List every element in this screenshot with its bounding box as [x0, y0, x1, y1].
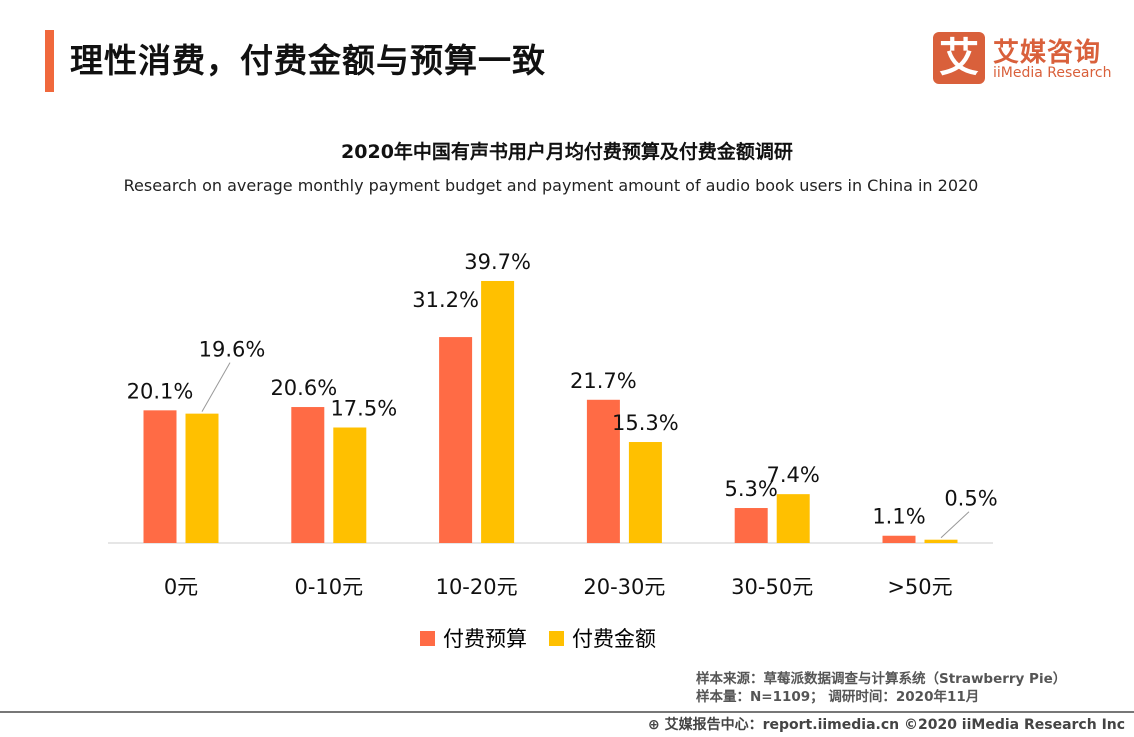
data-label: 5.3%: [725, 477, 778, 501]
data-label: 39.7%: [464, 250, 531, 274]
bar-budget: [143, 410, 177, 543]
logo-name-cn: 艾媒咨询: [993, 38, 1102, 68]
footer-divider: [0, 711, 1134, 713]
x-tick-label: 10-20元: [436, 575, 518, 599]
bar-amount: [924, 539, 958, 543]
legend-item-budget: 付费预算: [420, 623, 527, 653]
source-line-1: 样本来源：草莓派数据调查与计算系统（Strawberry Pie）: [696, 671, 1067, 687]
data-label: 0.5%: [944, 487, 997, 511]
bar-budget: [586, 399, 620, 543]
bar-amount: [333, 427, 367, 543]
data-label: 1.1%: [872, 505, 925, 529]
data-label: 7.4%: [767, 463, 820, 487]
x-tick-label: 0-10元: [294, 575, 363, 599]
data-label: 17.5%: [330, 397, 397, 421]
data-label: 19.6%: [199, 338, 266, 362]
footer: ⊕ 艾媒报告中心：report.iimedia.cn ©2020 iiMedia…: [648, 714, 1125, 734]
x-tick-label: >50元: [887, 575, 952, 599]
chart-title: 2020年中国有声书用户月均付费预算及付费金额调研: [341, 141, 793, 163]
x-tick-label: 0元: [164, 575, 198, 599]
bar-budget: [439, 337, 473, 543]
bar-budget: [882, 535, 916, 543]
bar-amount: [776, 494, 810, 543]
page-title: 理性消费，付费金额与预算一致: [70, 41, 546, 80]
data-label: 20.6%: [270, 376, 337, 400]
legend-label-budget: 付费预算: [443, 627, 527, 651]
legend: 付费预算 付费金额: [420, 623, 656, 653]
bar-amount: [628, 442, 662, 543]
chart-subtitle: Research on average monthly payment budg…: [123, 176, 979, 195]
footer-text: 艾媒报告中心：report.iimedia.cn ©2020 iiMedia R…: [664, 717, 1126, 733]
data-label: 21.7%: [570, 369, 637, 393]
data-label: 20.1%: [127, 379, 194, 403]
x-tick-label: 30-50元: [731, 575, 813, 599]
bar-amount: [481, 280, 515, 543]
label-leader-line: [940, 511, 970, 539]
legend-label-amount: 付费金额: [572, 627, 656, 651]
data-label: 31.2%: [412, 288, 479, 312]
source-note: 样本来源：草莓派数据调查与计算系统（Strawberry Pie） 样本量：N=…: [696, 670, 1108, 706]
data-label: 15.3%: [612, 411, 679, 435]
source-line-2: 样本量：N=1109； 调研时间：2020年11月: [696, 689, 980, 705]
bar-budget: [291, 407, 325, 543]
logo-icon: 艾: [933, 32, 985, 84]
brand-logo: 艾 艾媒咨询 iiMedia Research: [933, 32, 1113, 87]
bar-budget: [734, 508, 768, 543]
globe-icon: ⊕: [648, 717, 660, 733]
legend-item-amount: 付费金额: [549, 623, 656, 653]
bar-amount: [185, 413, 219, 543]
x-tick-label: 20-30元: [583, 575, 665, 599]
legend-swatch-amount: [549, 630, 564, 646]
title-accent-bar: [45, 30, 54, 92]
logo-name-en: iiMedia Research: [993, 65, 1112, 81]
label-leader-line: [201, 362, 231, 412]
legend-swatch-budget: [420, 630, 435, 646]
